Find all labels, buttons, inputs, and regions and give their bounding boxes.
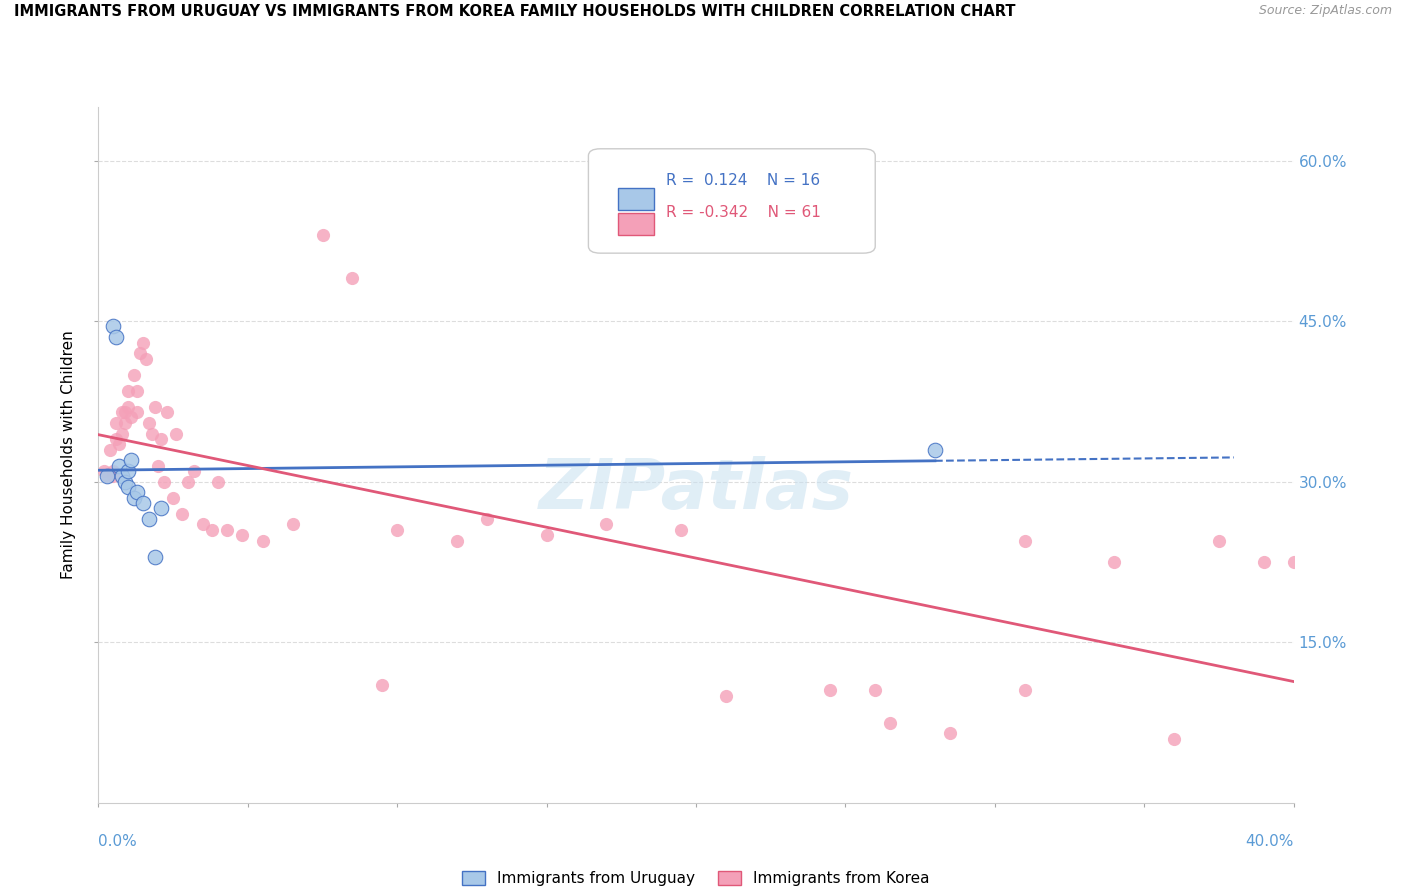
Point <box>879 715 901 730</box>
Point <box>127 384 149 398</box>
Point <box>114 475 136 489</box>
Point <box>114 416 136 430</box>
Text: 0.0%: 0.0% <box>98 834 138 849</box>
Text: R =  0.124    N = 16: R = 0.124 N = 16 <box>666 172 820 187</box>
Point <box>105 330 128 344</box>
Point <box>177 475 200 489</box>
Point <box>1253 555 1275 569</box>
Point <box>132 496 155 510</box>
Point <box>138 416 160 430</box>
Point <box>1208 533 1230 548</box>
Point <box>1163 731 1185 746</box>
Point <box>1014 683 1036 698</box>
Point <box>669 523 692 537</box>
Point <box>191 517 214 532</box>
Point <box>150 501 173 516</box>
Point <box>138 512 160 526</box>
Point <box>156 405 179 419</box>
Point <box>103 464 125 478</box>
Point <box>108 458 131 473</box>
Point <box>595 517 617 532</box>
Point <box>475 512 498 526</box>
Point <box>446 533 468 548</box>
Point <box>111 469 134 483</box>
FancyBboxPatch shape <box>619 213 654 235</box>
Point <box>215 523 238 537</box>
Text: Source: ZipAtlas.com: Source: ZipAtlas.com <box>1258 4 1392 18</box>
Point <box>143 400 166 414</box>
Legend: Immigrants from Uruguay, Immigrants from Korea: Immigrants from Uruguay, Immigrants from… <box>456 865 936 892</box>
Point <box>108 437 131 451</box>
Point <box>117 464 139 478</box>
Text: R = -0.342    N = 61: R = -0.342 N = 61 <box>666 205 821 220</box>
Point <box>111 426 134 441</box>
Point <box>385 523 409 537</box>
Text: ZIPatlas: ZIPatlas <box>538 456 853 524</box>
Point <box>105 416 128 430</box>
Point <box>135 351 157 366</box>
Point <box>111 405 134 419</box>
Point <box>148 458 170 473</box>
Point <box>207 475 229 489</box>
Point <box>172 507 194 521</box>
FancyBboxPatch shape <box>619 187 654 210</box>
Point <box>201 523 224 537</box>
Point <box>252 533 274 548</box>
Point <box>162 491 184 505</box>
Point <box>1282 555 1305 569</box>
Point <box>939 726 962 740</box>
Point <box>96 469 118 483</box>
FancyBboxPatch shape <box>588 149 875 253</box>
Point <box>141 426 163 441</box>
Point <box>120 453 142 467</box>
Point <box>103 319 125 334</box>
Point <box>96 469 118 483</box>
Point <box>120 410 142 425</box>
Point <box>1014 533 1036 548</box>
Point <box>132 335 155 350</box>
Point <box>117 480 139 494</box>
Point <box>127 485 149 500</box>
Point <box>820 683 842 698</box>
Point <box>93 464 115 478</box>
Text: 40.0%: 40.0% <box>1246 834 1294 849</box>
Point <box>865 683 887 698</box>
Point <box>103 469 125 483</box>
Point <box>105 432 128 446</box>
Point <box>311 228 333 243</box>
Point <box>127 405 149 419</box>
Point <box>124 368 146 382</box>
Y-axis label: Family Households with Children: Family Households with Children <box>60 331 76 579</box>
Point <box>114 405 136 419</box>
Point <box>342 271 364 285</box>
Point <box>281 517 304 532</box>
Point <box>1104 555 1126 569</box>
Point <box>924 442 946 457</box>
Point <box>100 442 122 457</box>
Point <box>129 346 152 360</box>
Point <box>536 528 558 542</box>
Point <box>150 432 173 446</box>
Text: IMMIGRANTS FROM URUGUAY VS IMMIGRANTS FROM KOREA FAMILY HOUSEHOLDS WITH CHILDREN: IMMIGRANTS FROM URUGUAY VS IMMIGRANTS FR… <box>14 4 1015 20</box>
Point <box>124 491 146 505</box>
Point <box>714 689 737 703</box>
Point <box>371 678 394 692</box>
Point <box>143 549 166 564</box>
Point <box>117 400 139 414</box>
Point <box>153 475 176 489</box>
Point <box>183 464 205 478</box>
Point <box>165 426 187 441</box>
Point <box>117 384 139 398</box>
Point <box>231 528 253 542</box>
